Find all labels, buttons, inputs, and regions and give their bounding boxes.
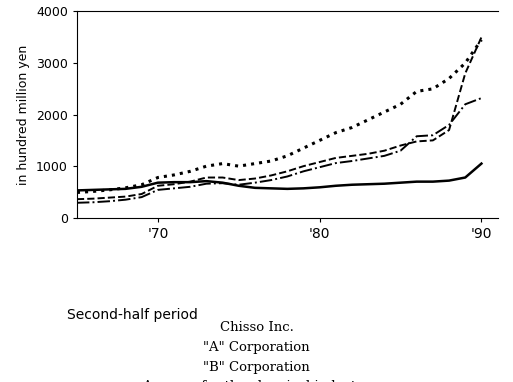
Text: Chisso Inc.: Chisso Inc. bbox=[220, 321, 293, 334]
Text: "B" Corporation: "B" Corporation bbox=[203, 361, 310, 374]
Text: Average for the chemical industry: Average for the chemical industry bbox=[143, 380, 370, 382]
Y-axis label: in hundred million yen: in hundred million yen bbox=[17, 44, 30, 185]
Text: "A" Corporation: "A" Corporation bbox=[203, 341, 310, 354]
Text: Second-half period: Second-half period bbox=[67, 308, 198, 322]
